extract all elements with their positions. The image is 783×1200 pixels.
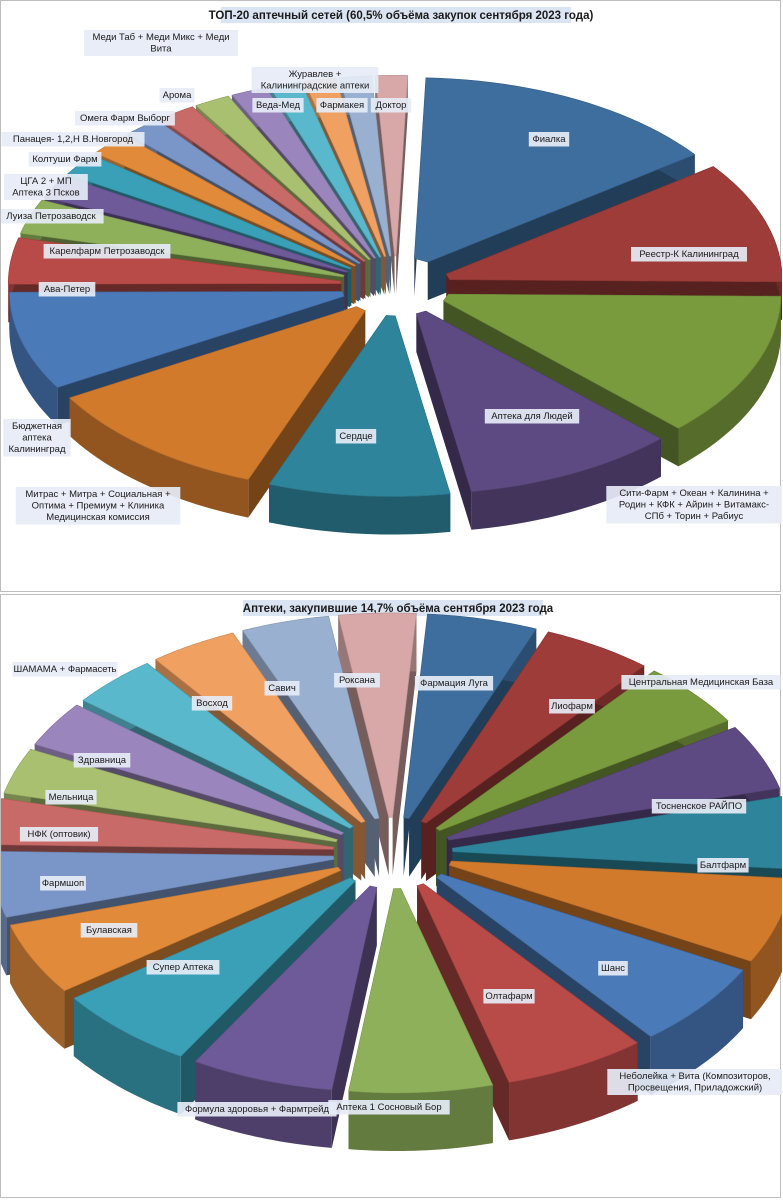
svg-text:Доктор: Доктор [376,100,407,111]
slice-label-19: Фармакея [316,98,368,113]
svg-text:Омега Фарм Выборг: Омега Фарм Выборг [80,113,171,124]
slice-label-13: Фармшоп [40,876,86,891]
slice-label-6: Неболейка + Вита (Композиторов, Просвещен… [607,1069,782,1095]
svg-text:Формула здоровья + Фармтрейд: Формула здоровья + Фармтрейд [185,1104,329,1115]
svg-text:Реестр-К Калининград: Реестр-К Калининград [639,249,739,260]
pie-slice-5 [268,315,451,535]
chart-title: Аптеки, закупившие 14,7% объёма сентября… [243,600,554,616]
svg-text:Лиофарм: Лиофарм [551,701,593,712]
slice-label-15: Арома [159,88,195,103]
svg-text:Митрас + Митра + Социальная +О: Митрас + Митра + Социальная + Оптима + Пр… [25,489,171,523]
svg-text:Фармшоп: Фармшоп [42,878,84,889]
slice-label-5: Балтфарм [697,858,749,873]
slice-label-8: Олтафарм [483,989,535,1004]
svg-text:Панацея- 1,2,Н В.Новгород: Панацея- 1,2,Н В.Новгород [13,134,134,145]
slice-label-3: Сити-Фарм + Океан + Калинина + Родин + КФ… [606,486,782,524]
slice-label-2: Реестр-К Калининград [631,247,747,262]
bottom-pie-chart: Аптеки, закупившие 14,7% объёма сентября… [1,600,782,1152]
pie-slice-10 [194,885,378,1148]
svg-text:Арома: Арома [163,90,192,101]
svg-text:Сити-Фарм + Океан + Калинина +: Сити-Фарм + Океан + Калинина + Родин + КФ… [619,488,769,522]
svg-text:Роксана: Роксана [339,675,376,686]
slice-label-8: Ава-Петер [38,282,96,297]
svg-text:Олтафарм: Олтафарм [485,991,532,1002]
slice-label-9: Аптека 1 Сосновый Бор [328,1100,450,1115]
slice-label-19: Савич [264,681,300,696]
svg-text:Мельница: Мельница [49,792,94,803]
pie-slice-4 [415,310,662,530]
slice-label-12: Колтуши Фарм [28,152,102,167]
slice-label-14: НФК (оптовик) [19,827,99,842]
svg-text:Веда-Мед: Веда-Мед [256,100,300,111]
slice-label-6: Митрас + Митра + Социальная + Оптима + Пр… [15,487,181,525]
svg-text:Луиза Петрозаводск: Луиза Петрозаводск [6,211,96,222]
slice-label-16: Меди Таб + Меди Микс + Меди Вита [84,30,238,56]
slice-label-17: ШАМАМА + Фармасеть [12,662,118,677]
svg-text:Балтфарм: Балтфарм [700,860,746,871]
slice-label-18: Восход [191,696,233,711]
slice-label-1: Фармация Луга [414,676,494,691]
svg-text:Шанс: Шанс [601,963,625,974]
slice-label-10: Формула здоровья + Фармтрейд [177,1102,337,1117]
svg-text:Фармакея: Фармакея [320,100,364,111]
svg-text:Ава-Петер: Ава-Петер [44,284,90,295]
svg-text:Фармация Луга: Фармация Луга [420,678,488,689]
slice-label-7: Бюджетная аптека Калининград [3,419,71,457]
svg-text:Аптека 1 Сосновый Бор: Аптека 1 Сосновый Бор [336,1102,441,1113]
slice-label-9: Карелфарм Петрозаводск [43,244,171,259]
slice-label-10: Луиза Петрозаводск [1,209,104,224]
slice-label-12: Булавская [80,923,138,938]
slice-label-14: Омега Фарм Выборг [75,111,175,126]
slice-label-15: Мельница [45,790,97,805]
slice-label-7: Шанс [598,961,628,976]
pie-slice-1 [413,77,696,301]
slice-label-4: Аптека для Людей [484,409,580,424]
slice-label-13: Панацея- 1,2,Н В.Новгород [1,132,145,147]
slice-label-4: Тосненское РАЙПО [651,799,747,814]
slice-label-1: Фиалка [528,132,570,147]
slice-label-20: Доктор [370,98,412,113]
slice-label-16: Здравница [73,753,131,768]
svg-text:ШАМАМА + Фармасеть: ШАМАМА + Фармасеть [14,664,117,675]
slice-label-2: Лиофарм [549,699,595,714]
slice-label-3: Центральная Медицинская База [621,675,781,690]
pie-slice-6 [68,306,366,518]
svg-text:Колтуши Фарм: Колтуши Фарм [32,154,97,165]
svg-text:Тосненское РАЙПО: Тосненское РАЙПО [656,800,742,812]
svg-text:Восход: Восход [196,698,228,709]
svg-text:Карелфарм Петрозаводск: Карелфарм Петрозаводск [50,246,166,257]
slice-label-17: Веда-Мед [252,98,304,113]
svg-text:Булавская: Булавская [86,925,132,936]
slice-label-5: Сердце [335,429,377,444]
svg-text:Фиалка: Фиалка [532,134,566,145]
svg-text:Сердце: Сердце [339,431,372,442]
svg-text:Аптеки, закупившие 14,7% объём: Аптеки, закупившие 14,7% объёма сентября… [243,603,554,615]
svg-text:Журавлев +Калининградские апте: Журавлев + Калининградские аптеки [261,69,370,92]
slice-label-11: ЦГА 2 + МП Аптека 3 Псков [4,174,88,200]
svg-text:Супер Аптека: Супер Аптека [153,962,214,973]
top-chart-panel: ТОП-20 аптечный сетей (60,5% объёма заку… [0,0,782,592]
svg-text:ТОП-20 аптечный сетей (60,5% о: ТОП-20 аптечный сетей (60,5% объёма заку… [209,10,594,22]
slice-label-18: Журавлев + Калининградские аптеки [251,67,379,93]
svg-text:Савич: Савич [268,683,296,694]
slice-label-20: Роксана [334,673,380,688]
bottom-chart-panel: Аптеки, закупившие 14,7% объёма сентября… [0,594,782,1198]
svg-text:Центральная Медицинская База: Центральная Медицинская База [629,677,774,688]
slice-label-11: Супер Аптека [146,960,220,975]
svg-text:НФК (оптовик): НФК (оптовик) [27,829,90,840]
svg-text:Неболейка + Вита (Композиторов: Неболейка + Вита (Композиторов, Просвещен… [619,1071,770,1094]
svg-text:Здравница: Здравница [78,755,127,766]
top-pie-chart: ТОП-20 аптечный сетей (60,5% объёма заку… [1,7,782,535]
svg-text:Аптека для Людей: Аптека для Людей [491,411,572,422]
chart-title: ТОП-20 аптечный сетей (60,5% объёма заку… [209,7,594,23]
